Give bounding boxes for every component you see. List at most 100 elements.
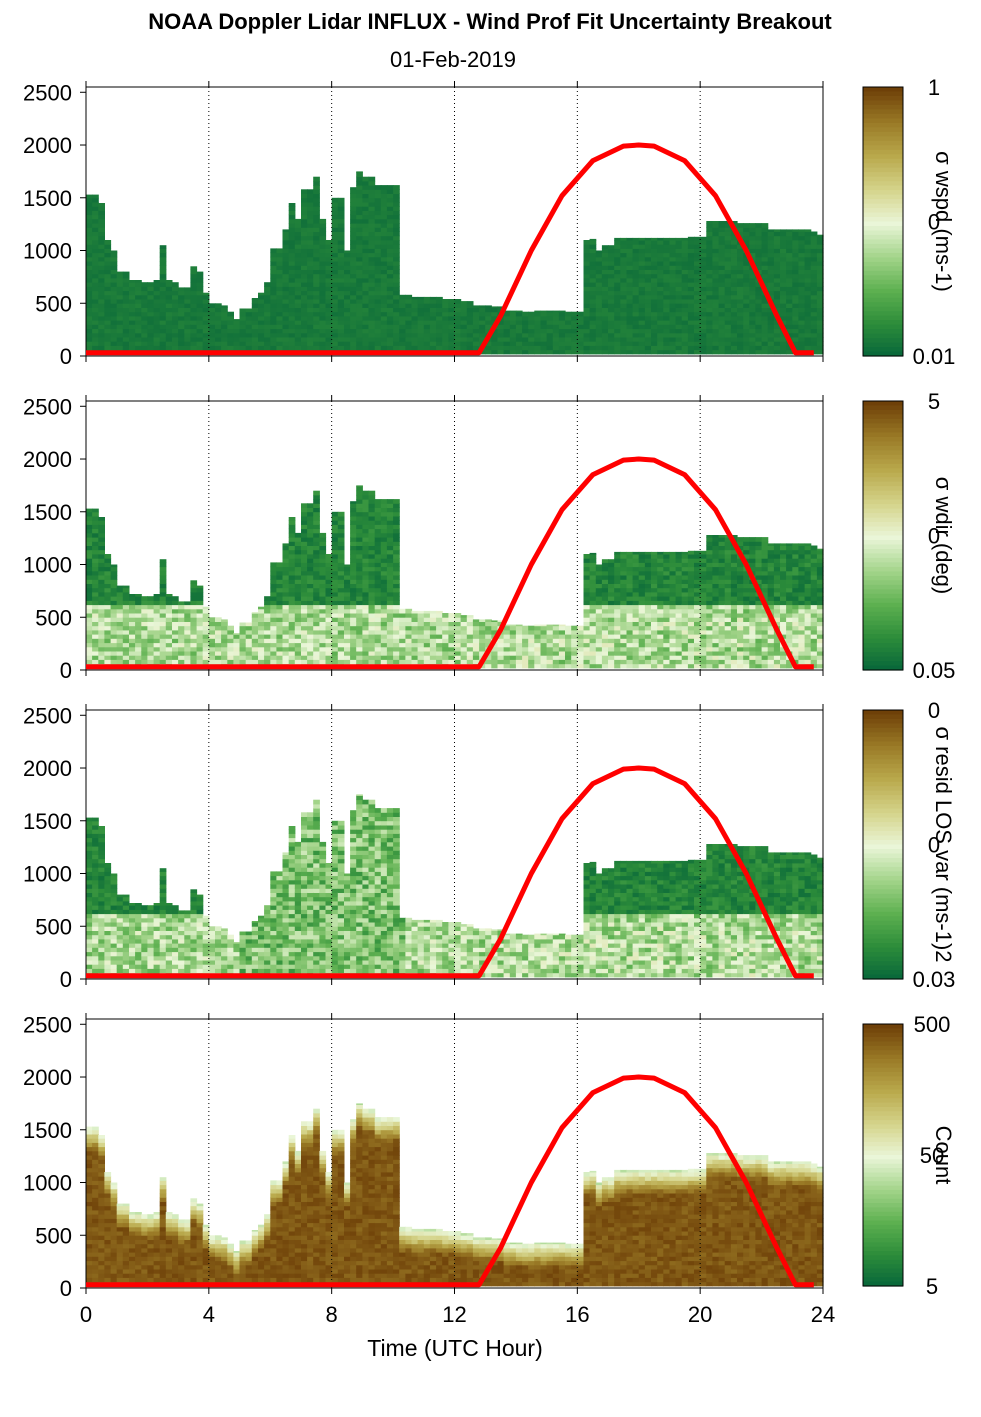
- heatmap-cell: [602, 596, 609, 601]
- heatmap-cell: [596, 320, 603, 325]
- heatmap-cell: [221, 651, 228, 656]
- heatmap-cell: [295, 223, 302, 228]
- heatmap-cell: [160, 613, 167, 618]
- heatmap-cell: [369, 270, 376, 275]
- heatmap-cell: [203, 634, 210, 639]
- heatmap-cell: [313, 554, 320, 559]
- heatmap-cell: [313, 257, 320, 262]
- heatmap-cell: [418, 346, 425, 351]
- heatmap-cell: [676, 312, 683, 317]
- heatmap-cell: [289, 282, 296, 287]
- heatmap-cell: [307, 533, 314, 538]
- heatmap-cell: [565, 341, 572, 346]
- heatmap-cell: [86, 584, 93, 589]
- heatmap-cell: [123, 617, 130, 622]
- heatmap-cell: [209, 324, 216, 329]
- heatmap-cell: [295, 537, 302, 542]
- heatmap-cell: [350, 567, 357, 572]
- heatmap-cell: [461, 647, 468, 652]
- heatmap-cell: [755, 312, 762, 317]
- heatmap-cell: [350, 308, 357, 313]
- heatmap-cell: [276, 592, 283, 597]
- heatmap-cell: [227, 312, 234, 317]
- heatmap-cell: [369, 651, 376, 656]
- heatmap-cell: [553, 311, 560, 313]
- heatmap-cell: [688, 295, 695, 300]
- heatmap-cell: [393, 324, 400, 329]
- heatmap-cell: [338, 232, 345, 237]
- heatmap-cell: [104, 312, 111, 317]
- heatmap-cell: [608, 647, 615, 652]
- heatmap-cell: [528, 630, 535, 635]
- heatmap-cell: [565, 647, 572, 652]
- heatmap-cell: [233, 651, 240, 656]
- heatmap-cell: [276, 655, 283, 660]
- heatmap-cell: [614, 626, 621, 631]
- heatmap-cell: [350, 588, 357, 593]
- heatmap-cell: [295, 312, 302, 317]
- heatmap-cell: [369, 308, 376, 313]
- heatmap-cell: [627, 303, 634, 308]
- heatmap-cell: [172, 291, 179, 296]
- heatmap-cell: [645, 350, 652, 355]
- heatmap-cell: [522, 630, 529, 635]
- heatmap-cell: [246, 341, 253, 346]
- heatmap-cell: [289, 324, 296, 329]
- heatmap-cell: [307, 232, 314, 237]
- heatmap-cell: [584, 617, 591, 622]
- heatmap-cell: [424, 613, 431, 618]
- heatmap-cell: [805, 244, 812, 249]
- heatmap-cell: [362, 546, 369, 551]
- heatmap-cell: [209, 651, 216, 656]
- heatmap-cell: [608, 651, 615, 656]
- heatmap-cell: [301, 643, 308, 648]
- heatmap-cell: [301, 537, 308, 542]
- heatmap-cell: [780, 257, 787, 262]
- heatmap-cell: [98, 520, 105, 525]
- heatmap-cell: [670, 617, 677, 622]
- heatmap-cell: [393, 584, 400, 589]
- colorbar-band: [863, 262, 903, 267]
- heatmap-cell: [86, 206, 93, 211]
- heatmap-cell: [663, 324, 670, 329]
- heatmap-cell: [104, 588, 111, 593]
- heatmap-cell: [301, 219, 308, 224]
- heatmap-cell: [534, 630, 541, 635]
- heatmap-cell: [491, 346, 498, 351]
- heatmap-cell: [442, 617, 449, 622]
- heatmap-cell: [700, 240, 707, 245]
- heatmap-cells: [86, 485, 824, 668]
- heatmap-cell: [338, 554, 345, 559]
- heatmap-cell: [154, 630, 161, 635]
- heatmap-cell: [209, 643, 216, 648]
- heatmap-cell: [147, 647, 154, 652]
- heatmap-cell: [369, 588, 376, 593]
- heatmap-cell: [387, 579, 394, 584]
- heatmap-cell: [332, 274, 339, 279]
- heatmap-cell: [762, 261, 769, 266]
- heatmap-cell: [276, 274, 283, 279]
- heatmap-cell: [356, 529, 363, 534]
- heatmap-cell: [160, 588, 167, 593]
- chart-title: NOAA Doppler Lidar INFLUX - Wind Prof Fi…: [148, 9, 832, 34]
- heatmap-cell: [307, 341, 314, 346]
- heatmap-cell: [381, 308, 388, 313]
- heatmap-cell: [786, 316, 793, 321]
- heatmap-cell: [596, 655, 603, 660]
- heatmap-cell: [369, 181, 376, 186]
- heatmap-cell: [369, 333, 376, 338]
- heatmap-cell: [627, 592, 634, 597]
- heatmap-cell: [289, 244, 296, 249]
- heatmap-cell: [362, 219, 369, 224]
- heatmap-cell: [393, 499, 400, 504]
- heatmap-cell: [719, 350, 726, 355]
- heatmap-cell: [184, 643, 191, 648]
- heatmap-cell: [663, 240, 670, 245]
- heatmap-cell: [86, 244, 93, 249]
- heatmap-cell: [798, 240, 805, 245]
- heatmap-cell: [633, 562, 640, 567]
- heatmap-cell: [117, 660, 124, 665]
- heatmap-cell: [369, 253, 376, 258]
- heatmap-cell: [276, 571, 283, 576]
- heatmap-cell: [283, 613, 290, 618]
